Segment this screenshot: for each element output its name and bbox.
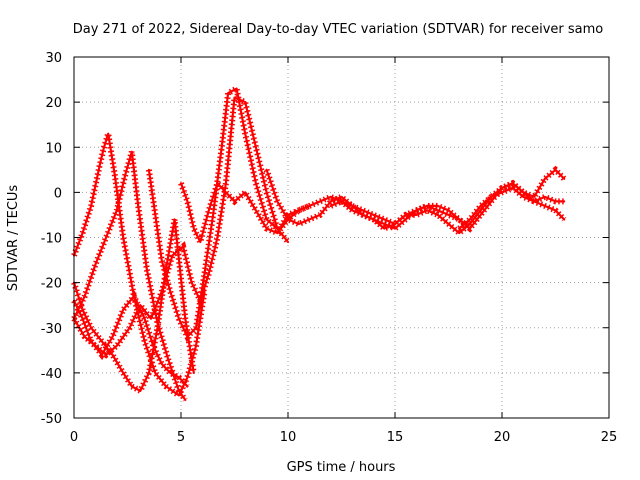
series-markers-arc-8 (263, 168, 472, 231)
y-tick-label: 30 (45, 51, 62, 66)
grid-lines (74, 57, 609, 418)
x-axis-title: GPS time / hours (287, 460, 396, 475)
y-axis-title: SDTVAR / TECUs (6, 185, 21, 292)
y-tick-label: -10 (41, 232, 62, 247)
series-markers-arc-4 (71, 218, 197, 396)
data-series-group (71, 84, 567, 402)
y-tick-label: -30 (41, 322, 62, 337)
x-tick-label: 5 (177, 430, 185, 445)
y-tick-label: 10 (45, 141, 62, 156)
series-arc-4 (72, 218, 195, 392)
y-tick-label: -20 (41, 277, 62, 292)
series-arc-1 (72, 132, 206, 397)
chart-title: Day 271 of 2022, Sidereal Day-to-day VTE… (73, 22, 604, 37)
y-tick-label: 20 (45, 96, 62, 111)
series-arc-8 (265, 168, 471, 230)
series-markers-arc-1 (71, 132, 208, 400)
series-markers-arc-9 (274, 179, 567, 235)
series-arc-5 (72, 96, 290, 356)
x-tick-label: 0 (70, 430, 78, 445)
y-tick-label: -50 (41, 412, 62, 427)
axis-ticks: 0 5 10 15 20 25 -50 -40 -30 -20 -10 0 10 20 30 (41, 51, 618, 445)
x-tick-label: 20 (494, 430, 511, 445)
series-markers-arc-10 (329, 165, 567, 237)
x-tick-label: 10 (280, 430, 297, 445)
series-markers-arc-2 (71, 150, 188, 402)
series-markers-arc-11 (457, 184, 565, 231)
y-tick-label: 0 (54, 186, 62, 201)
x-tick-label: 25 (601, 430, 618, 445)
series-markers-arc-7 (178, 177, 311, 251)
series-markers-arc-6 (145, 84, 280, 343)
y-tick-label: -40 (41, 367, 62, 382)
x-tick-label: 15 (387, 430, 404, 445)
